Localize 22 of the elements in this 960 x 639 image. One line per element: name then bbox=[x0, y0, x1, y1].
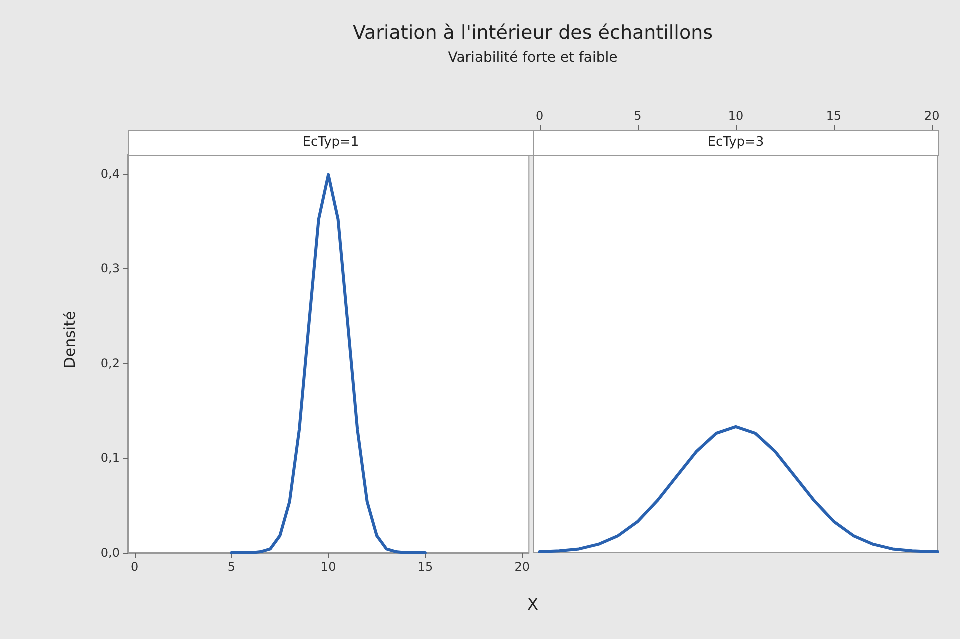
x-tick-label: 0 bbox=[536, 109, 544, 123]
x-tick-label: 10 bbox=[728, 109, 744, 123]
x-tick-label: 20 bbox=[924, 109, 940, 123]
x-tick-label: 5 bbox=[228, 560, 236, 574]
y-axis-title: Densité bbox=[61, 311, 79, 369]
chart-title: Variation à l'intérieur des échantillons bbox=[352, 22, 714, 44]
x-tick-label: 0 bbox=[130, 560, 139, 574]
x-axis-title: X bbox=[528, 595, 538, 614]
x-tick-label: 15 bbox=[826, 109, 842, 123]
x-tick-label: 15 bbox=[418, 560, 434, 574]
y-tick-label: 0,2 bbox=[100, 356, 120, 370]
x-tick-label: 20 bbox=[514, 560, 530, 574]
line-series bbox=[230, 173, 427, 554]
x-tick-label: 10 bbox=[320, 560, 336, 574]
y-tick-label: 0,3 bbox=[100, 262, 120, 276]
y-tick-label: 0,1 bbox=[100, 451, 120, 466]
y-tick-label: 0,4 bbox=[100, 166, 120, 181]
text: EcTyp=1 bbox=[128, 130, 534, 156]
x-tick-label: 5 bbox=[634, 109, 642, 123]
y-tick-label: 0,0 bbox=[100, 546, 120, 560]
chart-subtitle: Variabilité forte et faible bbox=[448, 50, 618, 66]
text: EcTyp=3 bbox=[533, 130, 939, 156]
